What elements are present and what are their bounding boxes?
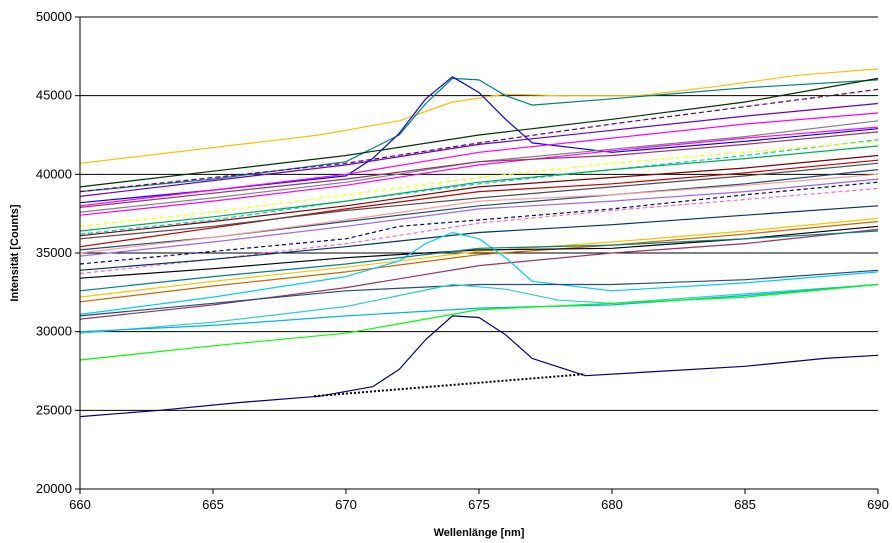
y-tick-label: 40000	[36, 166, 72, 181]
series-line-6	[79, 112, 879, 207]
series-line-7	[79, 126, 879, 216]
series-line-18	[79, 181, 879, 265]
y-tick-label: 50000	[36, 9, 72, 24]
series-line-34	[314, 373, 586, 398]
x-tick-label: 670	[335, 497, 357, 512]
x-tick-label: 690	[867, 497, 889, 512]
series-line-2	[79, 77, 879, 193]
x-tick-label: 675	[468, 497, 490, 512]
series-line-1	[79, 68, 879, 164]
series-line-32	[79, 283, 879, 361]
y-tick-label: 30000	[36, 324, 72, 339]
series-line-5	[79, 88, 879, 193]
series-line-3	[79, 76, 879, 204]
series-line-14	[79, 159, 879, 248]
y-axis-title: Intensität [Counts]	[9, 204, 21, 301]
series-line-23	[79, 220, 879, 303]
x-axis-title: Wellenlänge [nm]	[434, 527, 525, 539]
series-line-31	[79, 283, 879, 333]
grid-layer	[80, 16, 878, 411]
series-line-10	[79, 139, 879, 235]
x-tick-label: 680	[601, 497, 623, 512]
series-layer	[79, 68, 879, 418]
series-line-22	[79, 217, 879, 298]
x-tick-label: 665	[202, 497, 224, 512]
series-line-29	[79, 230, 879, 292]
y-tick-label: 35000	[36, 245, 72, 260]
series-line-11	[79, 140, 879, 227]
series-line-25	[79, 205, 879, 271]
axis-layer	[75, 16, 879, 494]
series-line-16	[79, 162, 879, 240]
series-line-13	[79, 145, 879, 232]
x-tick-label: 685	[734, 497, 756, 512]
series-line-8	[79, 102, 879, 197]
series-line-33	[79, 315, 879, 418]
series-line-28	[79, 269, 879, 317]
tick-label-layer: 20000 25000 30000 35000 40000 45000 50000 660 66…	[36, 9, 889, 512]
y-tick-label: 45000	[36, 88, 72, 103]
series-line-26	[79, 228, 879, 320]
series-line-15	[79, 154, 879, 237]
series-line-20	[79, 178, 879, 257]
series-line-12	[79, 131, 879, 208]
series-line-30	[79, 283, 879, 334]
y-tick-label: 20000	[36, 481, 72, 496]
series-line-21	[79, 173, 879, 254]
x-tick-label: 660	[69, 497, 91, 512]
series-line-4	[79, 77, 879, 188]
y-tick-label: 25000	[36, 402, 72, 417]
series-line-27	[79, 231, 879, 315]
